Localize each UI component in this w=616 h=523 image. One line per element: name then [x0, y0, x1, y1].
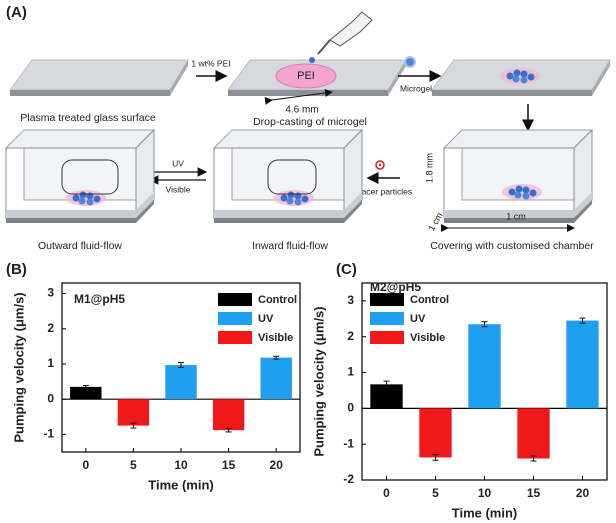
y-tick-label: 0: [47, 391, 54, 405]
y-tick-label: 2: [347, 329, 354, 343]
panel-label: (B): [6, 261, 27, 278]
legend-swatch: [370, 331, 404, 344]
bar: [370, 384, 403, 409]
tracer-icon: [378, 163, 382, 167]
y-tick-label: 2: [47, 321, 54, 335]
bar: [117, 399, 150, 426]
bar: [468, 324, 501, 409]
legend-swatch: [370, 293, 404, 306]
x-tick-label: 5: [432, 486, 439, 500]
legend-label: Visible: [410, 332, 445, 344]
y-tick-label: 1: [347, 365, 354, 379]
panel-label: (A): [6, 4, 27, 21]
x-tick-label: 10: [174, 458, 188, 472]
step-caption: Covering with customised chamber: [430, 240, 594, 252]
size-arrow: [264, 88, 333, 105]
annotation: M1@pH5: [74, 292, 125, 306]
y-tick-label: 1: [47, 356, 54, 370]
width-label: 1 cm: [506, 211, 526, 221]
microgel-cluster: [500, 68, 540, 84]
x-tick-label: 20: [270, 458, 284, 472]
chamber: [213, 129, 363, 224]
x-axis-label: Time (min): [452, 505, 518, 520]
step-caption: Outward fluid-flow: [38, 240, 122, 252]
step-caption: Plasma treated glass surface: [20, 112, 156, 124]
panel-label: (C): [336, 261, 357, 278]
legend-label: Control: [258, 294, 297, 306]
depth-label: 1 cm: [426, 211, 444, 233]
arrow-label: 1 wt% PEI: [191, 58, 230, 68]
bar: [566, 320, 599, 409]
arrow-label: Visible: [166, 184, 191, 194]
pipette-tip: [317, 39, 331, 55]
y-axis-label: Pumping velocity (μm/s): [311, 306, 326, 456]
legend-label: Visible: [258, 332, 293, 344]
x-tick-label: 20: [576, 486, 590, 500]
x-tick-label: 5: [130, 458, 137, 472]
bar: [260, 357, 292, 400]
pei-spot: [275, 63, 337, 89]
flow-loop: [61, 159, 119, 195]
y-tick-label: -1: [343, 436, 354, 450]
pei-label: PEI: [297, 70, 315, 82]
y-tick-label: -1: [43, 427, 54, 441]
arrow-label: UV: [172, 158, 184, 168]
x-tick-label: 15: [222, 458, 236, 472]
chamber: [443, 129, 593, 224]
bar: [517, 408, 550, 459]
x-tick-label: 15: [527, 486, 541, 500]
microgel-cluster: [66, 190, 106, 206]
y-tick-label: 3: [347, 293, 354, 307]
pipette-hand: [329, 11, 373, 47]
bar: [419, 408, 452, 458]
y-tick-label: -2: [343, 472, 354, 486]
microgel-icon: [404, 56, 416, 68]
legend-label: UV: [258, 313, 274, 325]
glass-slab: [9, 59, 189, 97]
legend-swatch: [370, 312, 404, 325]
legend-label: UV: [410, 313, 426, 325]
y-tick-label: 0: [347, 401, 354, 415]
microgel-cluster: [274, 190, 314, 206]
x-tick-label: 10: [478, 486, 492, 500]
plot-frame: [361, 282, 608, 481]
size-label: 4.6 mm: [285, 105, 318, 116]
legend-swatch: [218, 293, 252, 306]
step-caption: Drop-casting of microgel: [253, 116, 367, 128]
arrow-label: Tracer particles: [354, 186, 412, 196]
step-caption: Inward fluid-flow: [252, 240, 328, 252]
plot-frame: [61, 282, 301, 453]
legend-swatch: [218, 312, 252, 325]
x-tick-label: 0: [383, 486, 390, 500]
height-label: 1.8 mm: [424, 153, 434, 183]
chamber: [5, 129, 155, 224]
x-tick-label: 0: [82, 458, 89, 472]
tracer-icon: [375, 160, 385, 170]
annotation: M2@pH5: [370, 280, 421, 294]
bar: [212, 399, 245, 431]
y-tick-label: 3: [47, 286, 54, 300]
y-axis-label: Pumping velocity (μm/s): [11, 292, 26, 442]
arrow-label: Microgel: [400, 83, 432, 93]
x-axis-label: Time (min): [148, 477, 214, 492]
bar: [70, 386, 102, 400]
legend-label: Control: [410, 294, 449, 306]
legend-swatch: [218, 331, 252, 344]
microgel-cluster: [502, 184, 542, 200]
drop: [309, 57, 315, 63]
bar: [165, 365, 197, 400]
flow-loop: [267, 159, 317, 195]
